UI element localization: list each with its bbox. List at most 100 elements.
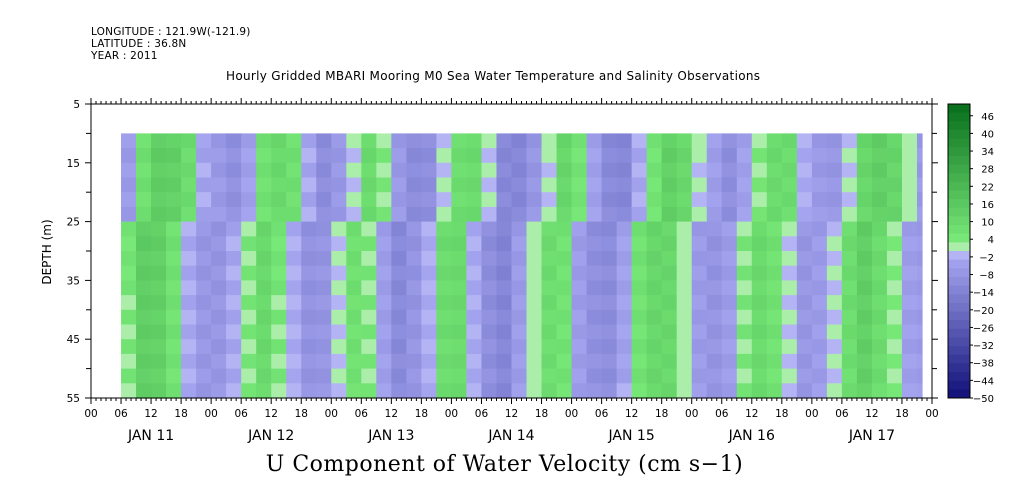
heatmap-cell: [196, 368, 212, 384]
heatmap-cell: [721, 383, 738, 399]
heatmap-cell: [796, 353, 813, 370]
heatmap-cell: [466, 265, 483, 281]
heatmap-cell: [541, 309, 558, 326]
heatmap-cell: [871, 353, 888, 370]
heatmap-cell: [556, 324, 573, 340]
heatmap-cell: [121, 383, 137, 399]
chart-title: Hourly Gridded MBARI Mooring M0 Sea Wate…: [226, 69, 761, 83]
heatmap-cell: [166, 221, 182, 237]
heatmap-cell: [181, 295, 197, 311]
colorbar-swatch: [948, 104, 970, 114]
heatmap-cell: [136, 162, 152, 179]
heatmap-cell: [256, 221, 272, 237]
heatmap-cell: [526, 192, 543, 208]
heatmap-cell: [241, 236, 257, 252]
heatmap-cell: [301, 339, 317, 355]
heatmap-cell: [376, 353, 392, 370]
heatmap-cell: [571, 133, 588, 149]
heatmap-cell: [601, 339, 618, 355]
heatmap-cell: [301, 353, 317, 370]
heatmap-cell: [181, 177, 197, 193]
heatmap-cell: [241, 148, 257, 164]
heatmap-cell: [331, 148, 347, 164]
heatmap-cell: [496, 339, 513, 355]
heatmap-cell: [286, 148, 302, 164]
heatmap-cell: [721, 265, 738, 281]
x-tick-label: 00: [805, 408, 818, 420]
heatmap-cell: [166, 236, 182, 252]
heatmap-cell: [166, 309, 182, 326]
heatmap-cell: [556, 162, 573, 179]
heatmap-cell: [421, 265, 438, 281]
heatmap-cell: [706, 236, 723, 252]
heatmap-cell: [886, 221, 903, 237]
heatmap-cell: [886, 368, 903, 384]
heatmap-cell: [691, 368, 708, 384]
heatmap-cell: [511, 353, 528, 370]
heatmap-cell: [886, 206, 903, 223]
heatmap-cell: [676, 265, 693, 281]
heatmap-cell: [811, 251, 828, 267]
heatmap-cell: [211, 177, 227, 193]
heatmap-cell: [691, 339, 708, 355]
heatmap-cell: [436, 339, 453, 355]
heatmap-cell: [211, 265, 227, 281]
heatmap-cell: [736, 353, 753, 370]
heatmap-cell: [661, 251, 678, 267]
heatmap-cell: [616, 221, 633, 237]
heatmap-cell: [271, 221, 287, 237]
heatmap-cell: [166, 324, 182, 340]
heatmap-cell: [286, 236, 302, 252]
heatmap-cell: [901, 221, 918, 237]
heatmap-cell: [556, 251, 573, 267]
heatmap-cell: [301, 280, 317, 296]
heatmap-cell: [841, 280, 858, 296]
heatmap-cell: [196, 339, 212, 355]
heatmap-cell: [751, 309, 768, 326]
heatmap-cell: [301, 265, 317, 281]
heatmap-cell: [391, 383, 407, 399]
heatmap-cell: [511, 192, 528, 208]
heatmap-cell: [271, 251, 287, 267]
heatmap-cell: [136, 192, 152, 208]
heatmap-cell: [136, 309, 152, 326]
heatmap-cell: [751, 192, 768, 208]
heatmap-cell: [481, 295, 498, 311]
heatmap-cell: [691, 251, 708, 267]
x-tick-label: 00: [685, 408, 698, 420]
heatmap-cell: [706, 295, 723, 311]
heatmap-cell: [256, 133, 272, 149]
heatmap-cell: [226, 133, 242, 149]
heatmap-cell: [331, 206, 347, 223]
heatmap-cell: [616, 383, 633, 399]
heatmap-cell: [241, 133, 257, 149]
heatmap-cell: [226, 295, 242, 311]
heatmap-cell: [271, 177, 287, 193]
heatmap-cell: [181, 251, 197, 267]
heatmap-cell: [781, 148, 798, 164]
heatmap-cell: [736, 368, 753, 384]
heatmap-cell: [751, 251, 768, 267]
heatmap-cell: [706, 177, 723, 193]
heatmap-cell: [121, 309, 137, 326]
heatmap-cell: [136, 339, 152, 355]
heatmap-cell: [451, 295, 468, 311]
heatmap-cell: [436, 295, 453, 311]
heatmap-cell: [286, 192, 302, 208]
heatmap-cell: [466, 280, 483, 296]
heatmap-cell: [376, 295, 392, 311]
heatmap-cell: [421, 295, 438, 311]
heatmap-cell: [526, 383, 543, 399]
heatmap-cell: [301, 192, 317, 208]
heatmap-cell: [526, 251, 543, 267]
heatmap-cell: [826, 383, 843, 399]
heatmap-cell: [706, 221, 723, 237]
heatmap-cell: [556, 339, 573, 355]
heatmap-cell: [721, 251, 738, 267]
heatmap-cell: [541, 162, 558, 179]
heatmap-cell: [856, 162, 873, 179]
heatmap-cell: [241, 265, 257, 281]
heatmap-cell: [631, 280, 648, 296]
heatmap-cell: [391, 309, 407, 326]
heatmap-cell: [736, 295, 753, 311]
